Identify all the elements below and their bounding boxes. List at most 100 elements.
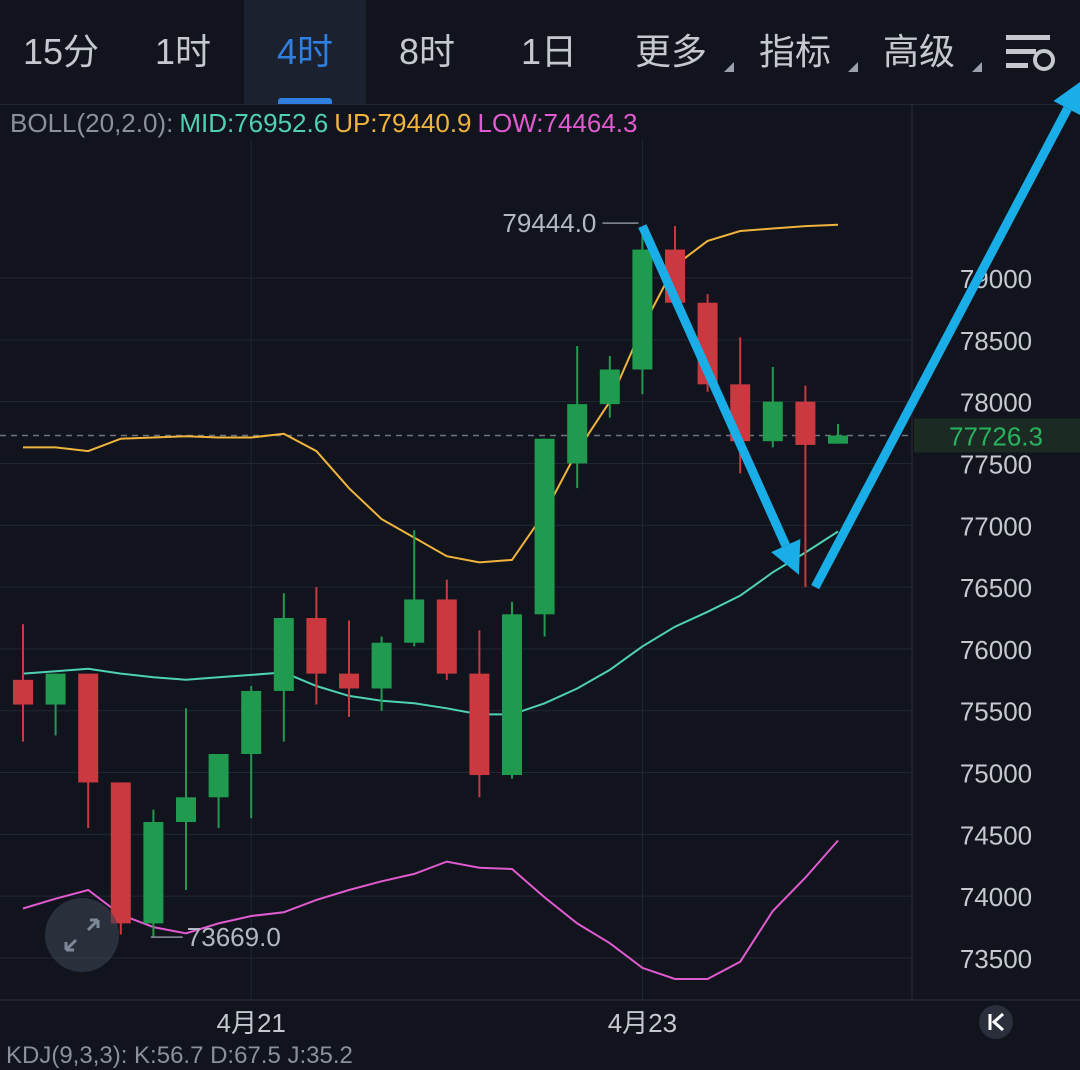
candle [176, 708, 196, 890]
tab-label: 指标 [758, 31, 831, 72]
tab-8h[interactable]: 8时 [366, 0, 488, 104]
candle [795, 385, 816, 588]
candle-body [371, 642, 392, 689]
active-tab-indicator [278, 98, 332, 104]
arrow-head [1053, 81, 1080, 116]
candle-body [828, 435, 848, 444]
candle [273, 593, 294, 742]
annotation-arrow [638, 224, 801, 575]
tab-more[interactable]: 更多 [612, 0, 734, 104]
y-tick-label: 77000 [960, 511, 1032, 541]
candle [599, 355, 620, 418]
candle-body [110, 782, 131, 924]
candle-body [143, 822, 164, 924]
candle [110, 782, 131, 935]
y-tick-label: 78000 [960, 388, 1032, 418]
dropdown-caret-icon [972, 62, 982, 72]
kdj-indicator-legend: KDJ(9,3,3): K:56.7 D:67.5 J:35.2 [6, 1042, 353, 1069]
candle-body [339, 673, 359, 689]
candle [13, 624, 33, 742]
low-marker-label: 73669.0 [187, 922, 281, 952]
y-tick-label: 75500 [960, 697, 1032, 727]
candle-body [534, 438, 555, 615]
candle [241, 686, 262, 819]
tab-indicators[interactable]: 指标 [736, 0, 858, 104]
tab-label: 4时 [276, 31, 334, 72]
tab-15m[interactable]: 15分 [0, 0, 122, 104]
dropdown-caret-icon [724, 62, 734, 72]
candle [469, 630, 490, 798]
arrow-shaft [811, 106, 1072, 590]
candle-body [176, 797, 196, 822]
candle [534, 438, 555, 637]
boll-name: BOLL(20,2.0): [10, 108, 174, 138]
y-tick-label: 77500 [960, 449, 1032, 479]
candle [339, 620, 359, 717]
y-tick-label: 75000 [960, 759, 1032, 789]
candle-body [795, 401, 816, 445]
tab-1h[interactable]: 1时 [122, 0, 244, 104]
y-tick-label: 74000 [960, 882, 1032, 912]
candle [371, 636, 392, 711]
tab-label: 高级 [882, 31, 955, 72]
boll-mid-line [22, 530, 839, 716]
candle-body [599, 369, 620, 405]
annotation-arrows [638, 81, 1080, 590]
tab-4h[interactable]: 4时 [244, 0, 366, 104]
scroll-to-start-icon [988, 1012, 1004, 1032]
arrow-head [771, 538, 801, 575]
current-price-label: 77726.3 [949, 421, 1043, 451]
tab-label: 15分 [22, 31, 100, 72]
y-tick-label: 76500 [960, 573, 1032, 603]
candle [208, 754, 229, 829]
candle [306, 587, 327, 705]
candle-body [45, 673, 66, 705]
chart-settings-icon[interactable] [1004, 32, 1058, 74]
candle [762, 367, 783, 448]
candle [567, 346, 588, 489]
current-price-tag [914, 418, 1080, 453]
candles [13, 226, 848, 938]
candle [436, 579, 457, 680]
y-tick-label: 78500 [960, 326, 1032, 356]
candle-body [762, 401, 783, 442]
boll-up-value: UP:79440.9 [334, 108, 472, 138]
fullscreen-button[interactable] [45, 898, 119, 972]
candle [78, 673, 99, 829]
arrow-shaft [638, 224, 790, 548]
candle [404, 530, 425, 647]
boll-lower-line [22, 839, 839, 980]
boll-low-value: LOW:74464.3 [477, 108, 638, 138]
candle [828, 423, 848, 444]
tab-label: 更多 [634, 31, 707, 72]
candle-body [241, 690, 262, 754]
tab-label: 1日 [520, 31, 578, 72]
candle [45, 673, 66, 736]
scroll-back-button[interactable] [979, 1005, 1013, 1039]
y-tick-label: 76000 [960, 635, 1032, 665]
annotation-arrow [811, 81, 1080, 590]
candle-body [567, 404, 588, 464]
tab-1d[interactable]: 1日 [488, 0, 610, 104]
tab-label: 8时 [398, 31, 456, 72]
tab-advanced[interactable]: 高级 [860, 0, 982, 104]
axis-labels: 73500 74000 74500 75000 75500 76000 76500 77000… [150, 208, 1080, 1038]
candle-body [632, 249, 653, 370]
interval-tab-bar: 15分 1时 4时 8时 1日 更多 指标 高级 [0, 0, 1080, 105]
candle-body [273, 618, 294, 691]
candle-body [306, 618, 327, 674]
high-marker-label: 79444.0 [502, 208, 596, 238]
x-tick-label: 4月21 [217, 1008, 286, 1038]
boll-mid-value: MID:76952.6 [179, 108, 329, 138]
bollinger-bands [22, 223, 839, 980]
candle-body [208, 754, 229, 798]
candle [632, 231, 653, 395]
boll-legend: BOLL(20,2.0): MID:76952.6 UP:79440.9 LOW:74… [10, 106, 643, 140]
candle-body [13, 679, 33, 705]
candle-body [469, 673, 490, 776]
candle-body [78, 673, 99, 783]
candle-body [436, 599, 457, 674]
candle-body [404, 599, 425, 643]
boll-upper-line [23, 223, 839, 564]
